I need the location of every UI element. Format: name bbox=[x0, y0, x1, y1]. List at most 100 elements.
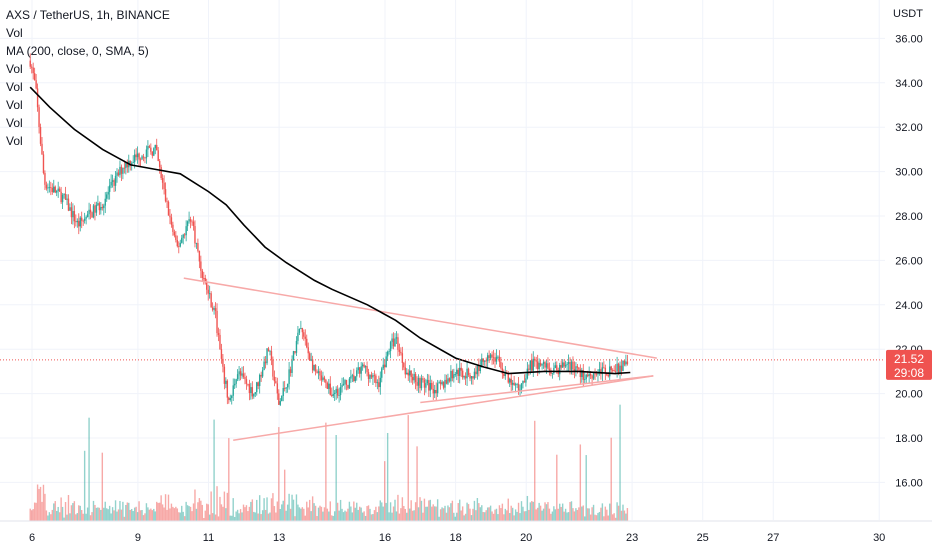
volume-bar bbox=[556, 454, 558, 522]
x-tick-label: 30 bbox=[873, 532, 885, 544]
volume-bar bbox=[378, 506, 380, 522]
candle-body bbox=[220, 349, 223, 359]
volume-bar bbox=[564, 508, 567, 522]
volume-bar bbox=[409, 508, 411, 522]
candle-body bbox=[522, 380, 524, 384]
volume-bar bbox=[44, 493, 46, 522]
legend-item[interactable]: Vol bbox=[6, 116, 23, 130]
legend-item[interactable]: Vol bbox=[6, 80, 23, 94]
legend-item[interactable]: Vol bbox=[6, 62, 23, 76]
volume-bar bbox=[591, 507, 593, 522]
candle-body bbox=[466, 368, 468, 379]
candle-body bbox=[182, 234, 184, 238]
candle-body bbox=[422, 378, 424, 380]
volume-bar bbox=[456, 512, 458, 522]
time-axis[interactable]: 6 9 11 13 16 18 20 23 25 27 30 bbox=[0, 520, 932, 551]
legend-item[interactable]: Vol bbox=[6, 98, 23, 112]
price-axis[interactable]: USDT16.0018.0020.0022.0024.0026.0028.003… bbox=[885, 0, 932, 550]
volume-bar bbox=[191, 511, 193, 522]
candle-body bbox=[161, 178, 164, 183]
volume-bar bbox=[214, 514, 217, 522]
candle-body bbox=[103, 205, 105, 209]
volume-bar bbox=[441, 507, 443, 522]
x-tick-label: 11 bbox=[203, 532, 214, 544]
volume-bar bbox=[235, 511, 237, 522]
candle-body bbox=[491, 354, 493, 358]
candle-body bbox=[133, 154, 136, 163]
symbol-title[interactable]: AXS / TetherUS, 1h, BINANCE bbox=[6, 8, 170, 22]
volume-bar bbox=[322, 511, 324, 522]
candle-body bbox=[498, 356, 501, 363]
volume-bar bbox=[475, 510, 477, 522]
volume-bar bbox=[364, 515, 367, 522]
candle-body bbox=[175, 235, 177, 240]
y-tick-label: 34.00 bbox=[895, 78, 923, 90]
volume-bar bbox=[513, 515, 515, 522]
candle-body bbox=[294, 351, 296, 353]
candle-body bbox=[406, 372, 408, 375]
volume-bar bbox=[204, 510, 206, 522]
volume-bar bbox=[588, 508, 590, 522]
volume-bar bbox=[603, 516, 605, 522]
candle-body bbox=[61, 195, 64, 203]
candle-body bbox=[276, 383, 279, 394]
candle-body bbox=[611, 370, 614, 371]
candle-body bbox=[106, 194, 108, 199]
volume-bar bbox=[244, 507, 246, 522]
candle-body bbox=[597, 373, 599, 375]
candle-body bbox=[119, 166, 121, 176]
candle-body bbox=[420, 378, 423, 389]
x-tick-label: 6 bbox=[29, 532, 35, 544]
candle-body bbox=[281, 396, 283, 402]
volume-bar bbox=[467, 504, 470, 522]
volume-bar bbox=[566, 512, 568, 522]
volume-bar bbox=[339, 499, 342, 522]
volume-bar bbox=[585, 455, 587, 522]
volume-bar bbox=[569, 502, 571, 522]
volume-bar bbox=[161, 504, 164, 522]
candle-body bbox=[167, 201, 170, 216]
volume-bar bbox=[534, 420, 536, 522]
volume-bar bbox=[363, 511, 365, 522]
y-tick-label: 24.00 bbox=[895, 300, 923, 312]
volume-bar bbox=[431, 506, 433, 522]
volume-bar bbox=[158, 502, 161, 522]
candle-body bbox=[223, 366, 226, 384]
volume-bar bbox=[576, 509, 579, 522]
volume-bar bbox=[57, 506, 59, 522]
volume-bar bbox=[56, 510, 58, 522]
trendline bbox=[183, 277, 657, 359]
volume-bar bbox=[129, 509, 131, 522]
volume-bar bbox=[428, 500, 430, 522]
volume-bar bbox=[272, 493, 274, 522]
volume-bar bbox=[389, 502, 392, 522]
volume-bar bbox=[610, 437, 612, 522]
volume-bar bbox=[120, 509, 123, 522]
volume-bar bbox=[626, 508, 629, 522]
volume-bar bbox=[64, 502, 67, 522]
volume-bar bbox=[201, 504, 204, 522]
volume-bar bbox=[197, 502, 199, 522]
volume-bar bbox=[392, 506, 395, 522]
candle-body bbox=[244, 376, 246, 380]
legend-item[interactable]: MA (200, close, 0, SMA, 5) bbox=[6, 44, 149, 58]
legend-item[interactable]: Vol bbox=[6, 26, 23, 40]
volume-bar bbox=[394, 499, 396, 522]
volume-bar bbox=[236, 509, 239, 522]
x-tick-label: 16 bbox=[379, 532, 391, 544]
volume-bar bbox=[510, 505, 512, 522]
candle-body bbox=[132, 162, 134, 164]
volume-bar bbox=[113, 510, 115, 522]
volume-bar bbox=[167, 494, 170, 522]
candle-body bbox=[248, 384, 251, 394]
volume-bar bbox=[31, 510, 33, 522]
volume-bar bbox=[41, 501, 43, 522]
legend-item[interactable]: Vol bbox=[6, 134, 23, 148]
volume-bar bbox=[253, 511, 255, 522]
candle-body bbox=[609, 366, 611, 377]
candle-body bbox=[509, 378, 511, 383]
volume-bar bbox=[66, 514, 68, 522]
candle-body bbox=[588, 373, 590, 377]
